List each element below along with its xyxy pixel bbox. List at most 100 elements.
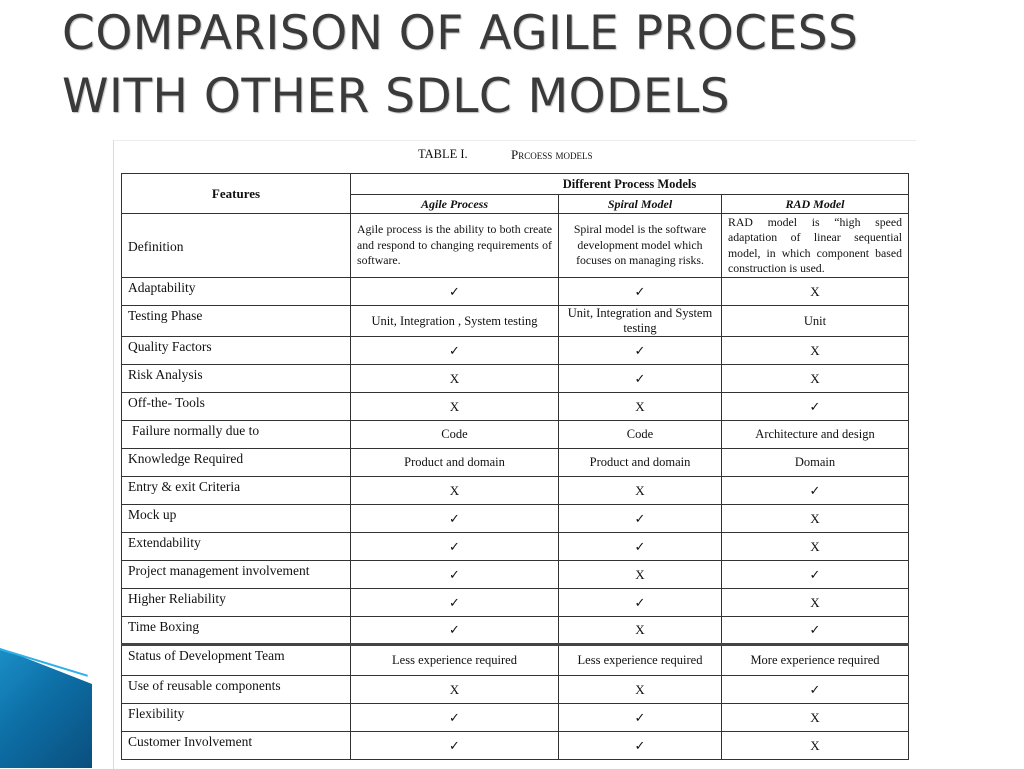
table-row: Time Boxing ✓ X ✓ [121, 616, 909, 645]
feature-label: Flexibility [121, 703, 351, 732]
corner-decoration [0, 648, 92, 768]
process-models-table: Features Different Process Models Agile … [121, 173, 909, 760]
table-row: Testing Phase Unit, Integration , System … [121, 305, 909, 337]
spiral-cell: X [558, 476, 722, 505]
feature-label: Customer Involvement [121, 731, 351, 760]
spiral-cell: ✓ [558, 703, 722, 732]
feature-label: Use of reusable components [121, 675, 351, 704]
rad-cell: ✓ [721, 560, 909, 589]
table-caption-number: TABLE I. [418, 147, 468, 161]
spiral-cell: Spiral model is the software development… [558, 213, 722, 278]
spiral-cell: Less experience required [558, 643, 722, 676]
feature-label: Project management involvement [121, 560, 351, 589]
rad-cell: X [721, 703, 909, 732]
spiral-cell: X [558, 675, 722, 704]
process-models-group-header: Different Process Models [350, 173, 909, 195]
features-header: Features [121, 173, 351, 214]
rad-cell: X [721, 504, 909, 533]
agile-cell: X [350, 364, 559, 393]
table-row: Use of reusable components X X ✓ [121, 675, 909, 704]
table-caption-title: Prcoess models [511, 147, 593, 162]
table-row: Knowledge Required Product and domain Prod… [121, 448, 909, 477]
table-image: TABLE I. Prcoess models Features Differe… [113, 140, 916, 769]
slide-title: COMPARISON OF AGILE PROCESS WITH OTHER S… [62, 2, 1002, 128]
agile-cell: ✓ [350, 731, 559, 760]
feature-label: Testing Phase [121, 305, 351, 337]
spiral-cell: ✓ [558, 532, 722, 561]
agile-cell: X [350, 675, 559, 704]
rad-cell: Unit [721, 305, 909, 337]
slide-title-line-1: COMPARISON OF AGILE PROCESS [62, 6, 859, 61]
feature-label: Off-the- Tools [121, 392, 351, 421]
table-row: Entry & exit Criteria X X ✓ [121, 476, 909, 505]
agile-cell: Less experience required [350, 643, 559, 676]
spiral-cell: ✓ [558, 588, 722, 617]
rad-cell: Domain [721, 448, 909, 477]
feature-label: Time Boxing [121, 616, 351, 645]
agile-cell: ✓ [350, 616, 559, 645]
table-row: Project management involvement ✓ X ✓ [121, 560, 909, 589]
rad-cell: ✓ [721, 392, 909, 421]
agile-cell: ✓ [350, 277, 559, 306]
spiral-cell: Unit, Integration and System testing [558, 305, 722, 337]
spiral-cell: ✓ [558, 364, 722, 393]
table-row: Higher Reliability ✓ ✓ X [121, 588, 909, 617]
agile-cell: ✓ [350, 336, 559, 365]
rad-cell: X [721, 364, 909, 393]
feature-label: Extendability [121, 532, 351, 561]
table-row: Quality Factors ✓ ✓ X [121, 336, 909, 365]
slide-title-line-2: WITH OTHER SDLC MODELS [62, 69, 731, 124]
table-row: Mock up ✓ ✓ X [121, 504, 909, 533]
feature-label: Definition [121, 213, 351, 278]
model-header-spiral: Spiral Model [558, 194, 722, 214]
table-row: Risk Analysis X ✓ X [121, 364, 909, 393]
rad-cell: More experience required [721, 643, 909, 676]
rad-cell: X [721, 731, 909, 760]
feature-label: Risk Analysis [121, 364, 351, 393]
agile-cell: ✓ [350, 560, 559, 589]
agile-cell: ✓ [350, 588, 559, 617]
rad-cell: ✓ [721, 476, 909, 505]
agile-cell: X [350, 476, 559, 505]
model-header-agile: Agile Process [350, 194, 559, 214]
spiral-cell: Product and domain [558, 448, 722, 477]
agile-cell: ✓ [350, 703, 559, 732]
spiral-cell: ✓ [558, 336, 722, 365]
table-row: Status of Development Team Less experienc… [121, 643, 909, 676]
model-header-rad: RAD Model [721, 194, 909, 214]
table-row: Adaptability ✓ ✓ X [121, 277, 909, 306]
table-header-row: Features Different Process Models [121, 173, 909, 214]
spiral-cell: X [558, 560, 722, 589]
rad-cell: X [721, 277, 909, 306]
agile-cell: ✓ [350, 532, 559, 561]
feature-label: Quality Factors [121, 336, 351, 365]
spiral-cell: ✓ [558, 277, 722, 306]
rad-cell: Architecture and design [721, 420, 909, 449]
table-row: Customer Involvement ✓ ✓ X [121, 731, 909, 760]
feature-label: Knowledge Required [121, 448, 351, 477]
feature-label: Higher Reliability [121, 588, 351, 617]
rad-cell: X [721, 588, 909, 617]
agile-cell: Unit, Integration , System testing [350, 305, 559, 337]
agile-cell: X [350, 392, 559, 421]
feature-label: Mock up [121, 504, 351, 533]
spiral-cell: X [558, 392, 722, 421]
agile-cell: Code [350, 420, 559, 449]
spiral-cell: ✓ [558, 504, 722, 533]
spiral-cell: X [558, 616, 722, 645]
rad-cell: X [721, 532, 909, 561]
table-row: Extendability ✓ ✓ X [121, 532, 909, 561]
rad-cell: X [721, 336, 909, 365]
rad-cell: ✓ [721, 616, 909, 645]
feature-label: Adaptability [121, 277, 351, 306]
table-row: Failure normally due to Code Code Architect… [121, 420, 909, 449]
table-row: Definition Agile process is the ability t… [121, 213, 909, 278]
agile-cell: Product and domain [350, 448, 559, 477]
feature-label: Entry & exit Criteria [121, 476, 351, 505]
feature-label: Failure normally due to [121, 420, 351, 449]
table-row: Off-the- Tools X X ✓ [121, 392, 909, 421]
agile-cell: Agile process is the ability to both cre… [350, 213, 559, 278]
feature-label: Status of Development Team [121, 643, 351, 676]
spiral-cell: ✓ [558, 731, 722, 760]
rad-cell: RAD model is “high speed adaptation of l… [721, 213, 909, 278]
